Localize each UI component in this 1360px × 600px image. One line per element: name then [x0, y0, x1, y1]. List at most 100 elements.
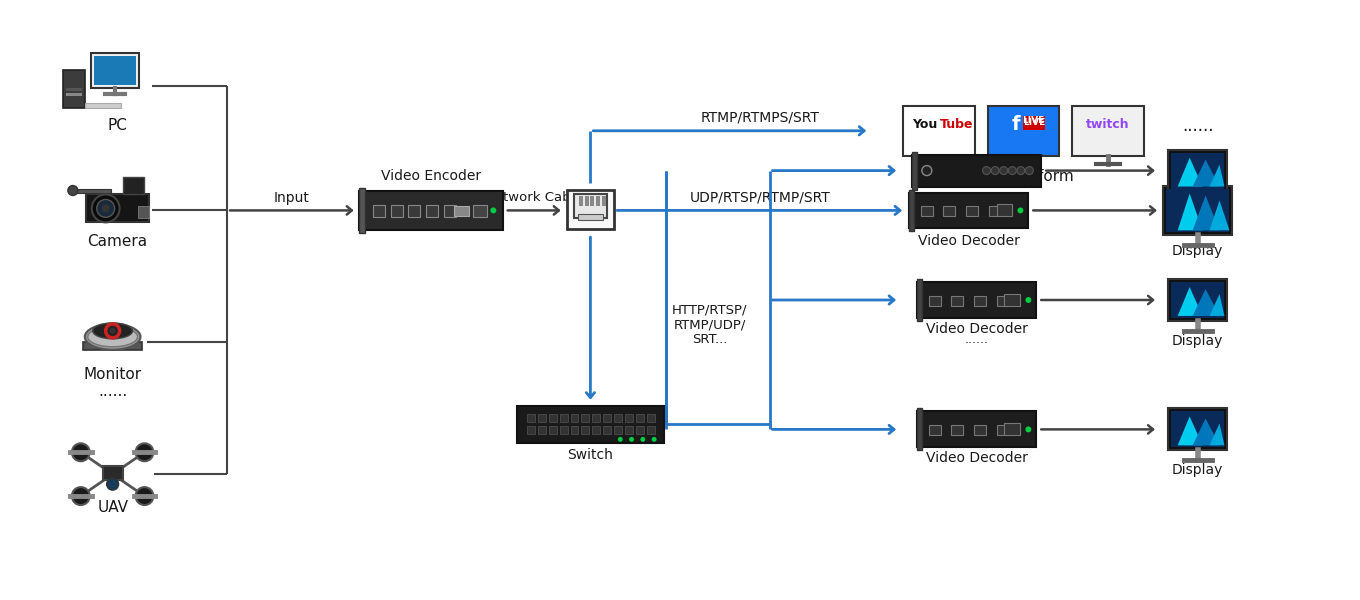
Bar	[997, 205, 1012, 217]
Text: RTMP/RTMPS/SRT: RTMP/RTMPS/SRT	[700, 111, 819, 125]
Text: NVR: NVR	[962, 191, 991, 205]
Bar	[559, 415, 567, 422]
Bar	[952, 296, 963, 306]
Bar	[91, 53, 139, 88]
Bar	[359, 191, 503, 230]
Circle shape	[922, 166, 932, 176]
Bar	[908, 193, 1028, 229]
Text: f: f	[1012, 115, 1020, 134]
Bar	[917, 412, 1036, 448]
Circle shape	[106, 478, 118, 490]
Bar	[626, 415, 634, 422]
Bar	[526, 427, 534, 434]
Bar	[578, 196, 582, 206]
Polygon shape	[1178, 287, 1202, 316]
Circle shape	[630, 437, 634, 442]
Text: Video Encoder: Video Encoder	[381, 169, 481, 182]
Bar	[974, 425, 986, 436]
Circle shape	[72, 443, 90, 461]
Polygon shape	[1178, 193, 1202, 230]
Text: Monitor
......: Monitor ......	[83, 367, 141, 399]
Bar	[913, 155, 1042, 187]
Bar	[636, 427, 645, 434]
Bar	[1005, 424, 1020, 436]
Bar	[1166, 188, 1229, 232]
Bar	[1171, 152, 1224, 188]
Bar	[373, 205, 385, 217]
Bar	[1168, 279, 1228, 321]
Bar	[1163, 185, 1232, 235]
Bar	[86, 194, 150, 223]
Circle shape	[91, 194, 120, 223]
Circle shape	[136, 487, 154, 505]
Bar	[929, 425, 941, 436]
Bar	[83, 342, 143, 350]
Bar	[596, 196, 600, 206]
Text: Network Cable: Network Cable	[486, 191, 582, 205]
Polygon shape	[1209, 424, 1224, 445]
Circle shape	[617, 437, 623, 442]
Bar	[593, 427, 600, 434]
Circle shape	[1017, 167, 1025, 175]
Bar	[974, 296, 986, 306]
Bar	[567, 190, 615, 229]
Polygon shape	[1193, 160, 1220, 187]
Bar	[602, 196, 607, 206]
Text: Live Platform: Live Platform	[972, 169, 1074, 184]
Bar	[548, 415, 556, 422]
Text: HTTP/RTSP/
RTMP/UDP/
SRT...: HTTP/RTSP/ RTMP/UDP/ SRT...	[672, 304, 748, 346]
Text: Switch: Switch	[567, 448, 613, 463]
Circle shape	[136, 443, 154, 461]
Bar	[122, 176, 144, 194]
Bar	[917, 282, 1036, 318]
Text: Display: Display	[1172, 244, 1223, 258]
Text: LIVE: LIVE	[1023, 118, 1046, 127]
Bar	[913, 152, 917, 190]
Bar	[1168, 409, 1228, 451]
Bar	[526, 415, 534, 422]
Circle shape	[641, 437, 646, 442]
Bar	[647, 415, 656, 422]
Bar	[1005, 294, 1020, 306]
Circle shape	[991, 167, 1000, 175]
Bar	[966, 206, 978, 217]
Bar	[582, 427, 589, 434]
Circle shape	[1025, 297, 1031, 303]
Circle shape	[68, 185, 78, 196]
Circle shape	[1000, 167, 1008, 175]
Bar	[903, 106, 975, 155]
Circle shape	[491, 208, 496, 214]
Bar	[408, 205, 420, 217]
Circle shape	[1008, 167, 1016, 175]
Bar	[570, 427, 578, 434]
Ellipse shape	[88, 327, 137, 347]
Polygon shape	[1178, 158, 1202, 187]
Bar	[604, 427, 611, 434]
Bar	[137, 206, 150, 218]
Text: UAV: UAV	[97, 500, 128, 515]
Text: Video Decoder: Video Decoder	[926, 451, 1028, 465]
Bar	[517, 406, 664, 443]
Bar	[1168, 149, 1228, 191]
Bar	[103, 466, 122, 480]
Bar	[593, 415, 600, 422]
Text: Display: Display	[1172, 205, 1223, 218]
Bar	[578, 214, 602, 220]
Polygon shape	[1193, 289, 1220, 316]
Bar	[917, 409, 922, 451]
Bar	[443, 205, 456, 217]
Bar	[944, 206, 955, 217]
Bar	[1024, 116, 1046, 130]
Text: UDP/RTSP/RTMP/SRT: UDP/RTSP/RTMP/SRT	[690, 190, 830, 205]
Ellipse shape	[84, 324, 140, 350]
Text: Video Decoder: Video Decoder	[926, 322, 1028, 336]
Bar	[908, 190, 914, 232]
Bar	[1171, 412, 1224, 448]
Bar	[359, 188, 364, 233]
Bar	[94, 56, 136, 85]
Bar	[65, 88, 82, 91]
Bar	[917, 279, 922, 321]
Bar	[921, 206, 933, 217]
Bar	[548, 427, 556, 434]
Bar	[997, 296, 1009, 306]
